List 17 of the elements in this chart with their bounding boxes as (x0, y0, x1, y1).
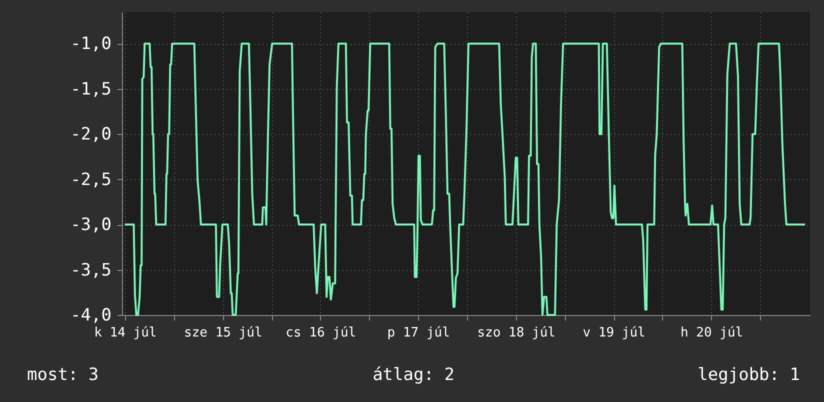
y-tick-label: -3,5 (70, 260, 112, 280)
x-tick-label: cs 16 júl (286, 326, 356, 340)
text: átlag: 2 (372, 365, 454, 385)
x-tick-label: sze 15 júl (184, 326, 262, 340)
x-tick-label: h 20 júl (680, 326, 744, 340)
y-tick-label: -2,5 (70, 170, 112, 190)
x-tick-label: szo 18 júl (477, 326, 556, 340)
y-tick-label: -1,0 (70, 34, 112, 54)
y-tick-label: -3,0 (70, 215, 112, 236)
y-tick-label: -4,0 (70, 306, 112, 326)
text: most: 3 (27, 365, 99, 385)
y-tick-label: -1,5 (70, 79, 112, 100)
y-tick-label: -2,0 (70, 124, 112, 145)
x-tick-label: p 17 júl (387, 326, 450, 340)
x-tick-label: v 19 júl (582, 326, 646, 340)
text: legjobb: 1 (698, 365, 800, 385)
x-tick-label: k 14 júl (94, 326, 157, 340)
